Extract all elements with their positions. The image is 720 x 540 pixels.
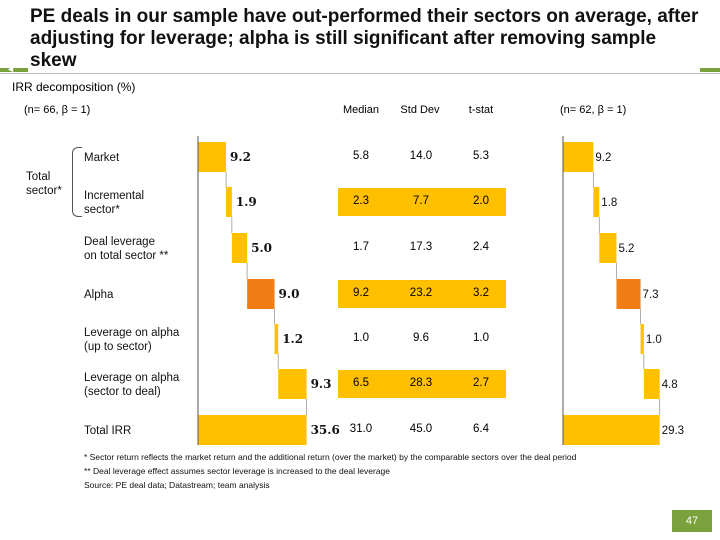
data-label: 9.2 — [595, 152, 611, 164]
waterfall-bar — [640, 324, 644, 354]
data-label: 5.2 — [618, 243, 634, 255]
waterfall-bar — [563, 142, 594, 172]
page-title: PE deals in our sample have out-performe… — [30, 6, 699, 71]
total-sector-brace — [72, 147, 82, 217]
data-label: 1.0 — [646, 334, 662, 346]
table-cell: 1.0 — [353, 332, 369, 344]
waterfall-bar — [599, 233, 617, 263]
waterfall-bar — [274, 324, 279, 354]
table-cell: 2.0 — [473, 195, 489, 207]
row-label-line: on total sector ** — [84, 250, 169, 262]
row-label: Alpha — [84, 288, 113, 302]
table-cell: 14.0 — [409, 150, 433, 162]
table-cell: 17.3 — [409, 241, 433, 253]
data-label: 5.0 — [251, 241, 272, 255]
waterfall-bar — [563, 415, 660, 445]
row-label-line: sector* — [84, 204, 120, 216]
table-cell: 2.7 — [473, 377, 489, 389]
table-cell: 6.4 — [473, 423, 489, 435]
row-label: Leverage on alpha (up to sector) — [84, 326, 179, 354]
data-label: 35.6 — [311, 423, 340, 437]
row-label: Incremental sector* — [84, 189, 144, 217]
header-std-dev: Std Dev — [400, 104, 440, 116]
header-median: Median — [342, 104, 380, 116]
row-label-line: Deal leverage — [84, 236, 155, 248]
left-sample-header: (n= 66, β = 1) — [24, 104, 91, 116]
page-number: 47 — [672, 510, 712, 532]
table-row-highlight — [338, 370, 506, 398]
row-label-line: Total IRR — [84, 425, 132, 437]
right-sample-header: (n= 62, β = 1) — [560, 104, 627, 116]
table-cell: 23.2 — [409, 287, 433, 299]
table-cell: 5.3 — [473, 150, 489, 162]
table-cell: 1.7 — [353, 241, 369, 253]
row-label: Market — [84, 151, 119, 165]
row-label-line: (up to sector) — [84, 341, 152, 353]
waterfall-bar — [616, 279, 641, 309]
waterfall-bar — [247, 279, 275, 309]
table-row-highlight — [338, 188, 506, 216]
table-cell: 9.6 — [413, 332, 429, 344]
row-label: Deal leverage on total sector ** — [84, 235, 168, 263]
table-cell: 3.2 — [473, 287, 489, 299]
row-label-line: Leverage on alpha — [84, 327, 180, 339]
data-label: 1.9 — [236, 195, 257, 209]
table-cell: 45.0 — [409, 423, 433, 435]
table-cell: 9.2 — [353, 287, 369, 299]
waterfall-bar — [226, 187, 232, 217]
table-row-highlight — [338, 280, 506, 308]
data-label: 9.2 — [230, 150, 251, 164]
data-label: 9.3 — [311, 377, 332, 391]
chart-subtitle: IRR decomposition (%) — [12, 80, 136, 94]
table-cell: 2.4 — [473, 241, 489, 253]
title-rule-left-accent — [0, 68, 28, 72]
table-cell: 2.3 — [353, 195, 369, 207]
table-cell: 5.8 — [353, 150, 369, 162]
row-label-line: Leverage on alpha — [84, 372, 180, 384]
header-t-stat: t-stat — [468, 104, 494, 116]
data-label: 4.8 — [662, 379, 678, 391]
row-label-line: Alpha — [84, 289, 114, 301]
back-arrow-icon: ◄ — [6, 64, 15, 74]
waterfall-bar — [231, 233, 248, 263]
footnote-1: * Sector return reflects the market retu… — [84, 452, 577, 462]
row-label-line: Incremental — [84, 190, 145, 202]
table-cell: 6.5 — [353, 377, 369, 389]
waterfall-bar — [278, 369, 307, 399]
row-label-line: Market — [84, 152, 120, 164]
data-label: 1.2 — [282, 332, 303, 346]
waterfall-bar — [198, 415, 307, 445]
waterfall-bar — [198, 142, 227, 172]
data-label: 29.3 — [662, 425, 684, 437]
total-sector-group-label: Total sector* — [26, 171, 62, 197]
data-label: 7.3 — [643, 289, 659, 301]
footnote-2: ** Deal leverage effect assumes sector l… — [84, 466, 391, 476]
row-label: Leverage on alpha (sector to deal) — [84, 371, 179, 399]
table-cell: 7.7 — [413, 195, 429, 207]
table-cell: 1.0 — [473, 332, 489, 344]
data-label: 1.8 — [601, 197, 617, 209]
table-cell: 28.3 — [409, 377, 433, 389]
title-divider — [0, 73, 720, 74]
row-label: Total IRR — [84, 424, 131, 438]
footnote-source: Source: PE deal data; Datastream; team a… — [84, 480, 270, 490]
row-label-line: (sector to deal) — [84, 386, 161, 398]
data-label: 9.0 — [279, 287, 300, 301]
waterfall-bar — [593, 187, 600, 217]
waterfall-bar — [643, 369, 660, 399]
table-cell: 31.0 — [349, 423, 373, 435]
title-rule-right-accent — [700, 68, 720, 72]
